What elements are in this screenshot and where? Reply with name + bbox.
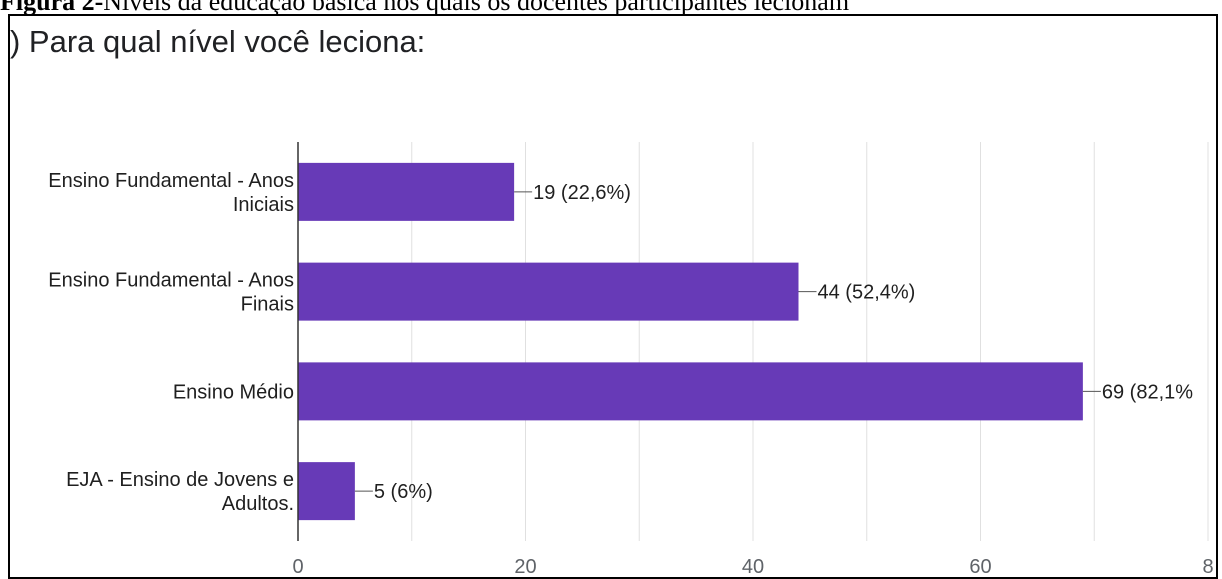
figure-caption-prefix: Figura 2- <box>0 0 104 16</box>
bar <box>298 462 355 521</box>
x-tick-label: 40 <box>742 556 764 578</box>
category-label: Ensino Médio <box>173 381 294 403</box>
value-label: 19 (22,6%) <box>533 182 631 204</box>
x-tick-label: 60 <box>969 556 991 578</box>
category-label: Finais <box>241 294 294 316</box>
grid-lines <box>411 142 1209 541</box>
bar <box>298 162 515 221</box>
labels: 19 (22,6%)Ensino Fundamental - AnosInici… <box>48 170 1213 578</box>
category-label: Adultos. <box>222 493 294 515</box>
chart-frame: ) Para qual nível você leciona: 19 (22,6… <box>8 14 1218 579</box>
bar <box>298 362 1083 421</box>
bars <box>298 162 1083 521</box>
category-label: EJA - Ensino de Jovens e <box>66 469 294 491</box>
category-label: Iniciais <box>233 194 294 216</box>
value-label: 44 (52,4%) <box>818 282 916 304</box>
bar <box>298 262 799 321</box>
value-label: 69 (82,1% <box>1102 381 1193 403</box>
x-tick-label: 20 <box>514 556 536 578</box>
x-tick-label: 8 <box>1202 556 1213 578</box>
category-label: Ensino Fundamental - Anos <box>48 170 294 192</box>
figure-caption: Figura 2-Níveis da educação básica nos q… <box>0 0 1222 17</box>
bar-chart: 19 (22,6%)Ensino Fundamental - AnosInici… <box>48 142 1214 578</box>
x-tick-label: 0 <box>292 556 303 578</box>
value-label: 5 (6%) <box>374 481 433 503</box>
figure-caption-text: Níveis da educação básica nos quais os d… <box>103 0 850 16</box>
category-label: Ensino Fundamental - Anos <box>48 270 294 292</box>
question-title: ) Para qual nível você leciona: <box>10 24 426 59</box>
